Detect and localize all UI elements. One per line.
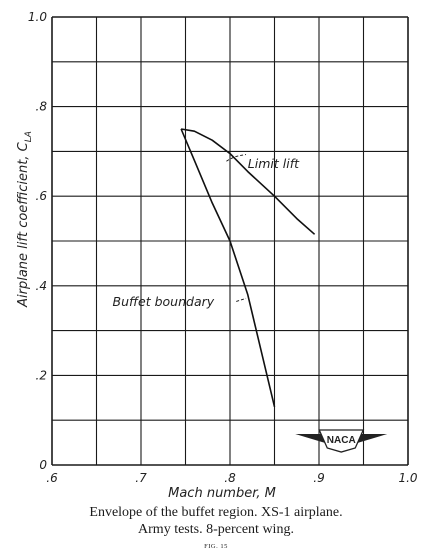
buffet-boundary-line: [180, 128, 276, 407]
y-tick-label: .8: [36, 100, 48, 114]
naca-logo-right-wing: [357, 434, 388, 444]
x-tick-label: .8: [224, 471, 236, 485]
y-axis-label-subscript: LA: [24, 131, 34, 142]
x-tick-label: .6: [46, 471, 58, 485]
y-tick-label: 0: [39, 458, 47, 472]
x-tick-label: .9: [313, 471, 324, 485]
naca-logo-text: NACA: [327, 435, 356, 446]
x-tick-label: 1.0: [398, 471, 417, 485]
caption-line-2: Army tests. 8-percent wing.: [138, 522, 294, 537]
series-lines: [180, 128, 316, 407]
limit-lift-line: [180, 128, 316, 235]
y-tick-label: .6: [36, 189, 48, 203]
x-tick-label: .7: [135, 471, 147, 485]
buffet-boundary-annotation: Buffet boundary: [113, 294, 215, 309]
limit-lift-leader: [226, 154, 247, 162]
axis-labels: Mach number, M Airplane lift coefficient,…: [16, 131, 276, 501]
caption-line-1: Envelope of the buffet region. XS-1 airp…: [89, 505, 343, 520]
x-axis-label: Mach number, M: [168, 486, 276, 501]
y-tick-label: .4: [36, 279, 47, 293]
limit-lift-annotation: Limit lift: [248, 156, 300, 171]
naca-logo: NACA: [295, 429, 388, 453]
annotations: Limit lift Buffet boundary: [113, 154, 300, 309]
chart: .6 .7 .8 .9 1.0 0 .2 .4 .6 .8 1.0 Limit lift Buffet…: [16, 10, 418, 501]
buffet-boundary-leader: [236, 297, 247, 302]
tick-labels: .6 .7 .8 .9 1.0 0 .2 .4 .6 .8 1.0: [28, 10, 418, 485]
y-tick-label: .2: [36, 368, 47, 382]
y-tick-label: 1.0: [28, 10, 47, 24]
y-axis-label: Airplane lift coefficient, CLA: [16, 131, 34, 308]
naca-logo-left-wing: [295, 434, 326, 444]
naca-logo-shield: [318, 429, 365, 453]
figure-number: FIG. 15: [204, 543, 228, 550]
grid: [51, 16, 409, 466]
